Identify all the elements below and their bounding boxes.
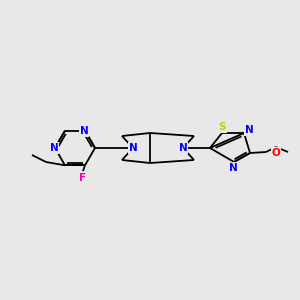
Text: F: F — [80, 173, 87, 183]
Text: N: N — [129, 143, 137, 153]
Text: N: N — [244, 125, 253, 135]
Text: N: N — [229, 163, 237, 173]
Text: N: N — [50, 143, 58, 153]
Text: O: O — [272, 148, 280, 158]
Text: S: S — [218, 122, 226, 132]
Text: N: N — [80, 126, 88, 136]
Text: N: N — [178, 143, 188, 153]
